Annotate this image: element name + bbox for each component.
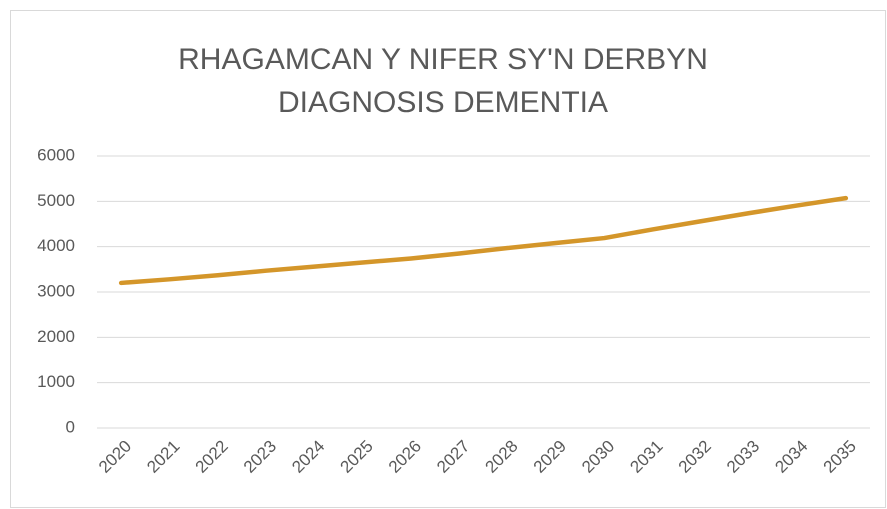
x-tick-label: 2022 (192, 437, 232, 477)
chart-title: RHAGAMCAN Y NIFER SY'N DERBYN DIAGNOSIS … (178, 43, 708, 119)
x-tick-label: 2034 (771, 437, 811, 477)
x-tick-label: 2030 (578, 437, 618, 477)
x-tick-label: 2023 (240, 437, 280, 477)
y-tick-label: 5000 (37, 191, 75, 210)
y-tick-label: 3000 (37, 281, 75, 300)
chart-border (10, 10, 886, 508)
y-tick-label: 6000 (37, 145, 75, 164)
line (118, 195, 849, 286)
x-tick-label: 2027 (433, 437, 473, 477)
y-tick-label: 2000 (37, 327, 75, 346)
x-tick-label: 2033 (723, 437, 763, 477)
x-tick-label: 2026 (385, 437, 425, 477)
y-tick-label: 4000 (37, 236, 75, 255)
x-tick-label: 2035 (820, 437, 860, 477)
x-tick-label: 2020 (95, 437, 135, 477)
x-tick-label: 2021 (143, 437, 183, 477)
x-tick-label: 2032 (675, 437, 715, 477)
x-tick-label: 2024 (288, 437, 328, 477)
y-tick-label: 1000 (37, 372, 75, 391)
x-tick-label: 2029 (530, 437, 570, 477)
x-tick-label: 2025 (337, 437, 377, 477)
y-tick-label: 0 (66, 417, 75, 436)
x-tick-label: 2031 (626, 437, 666, 477)
x-tick-label: 2028 (481, 437, 521, 477)
